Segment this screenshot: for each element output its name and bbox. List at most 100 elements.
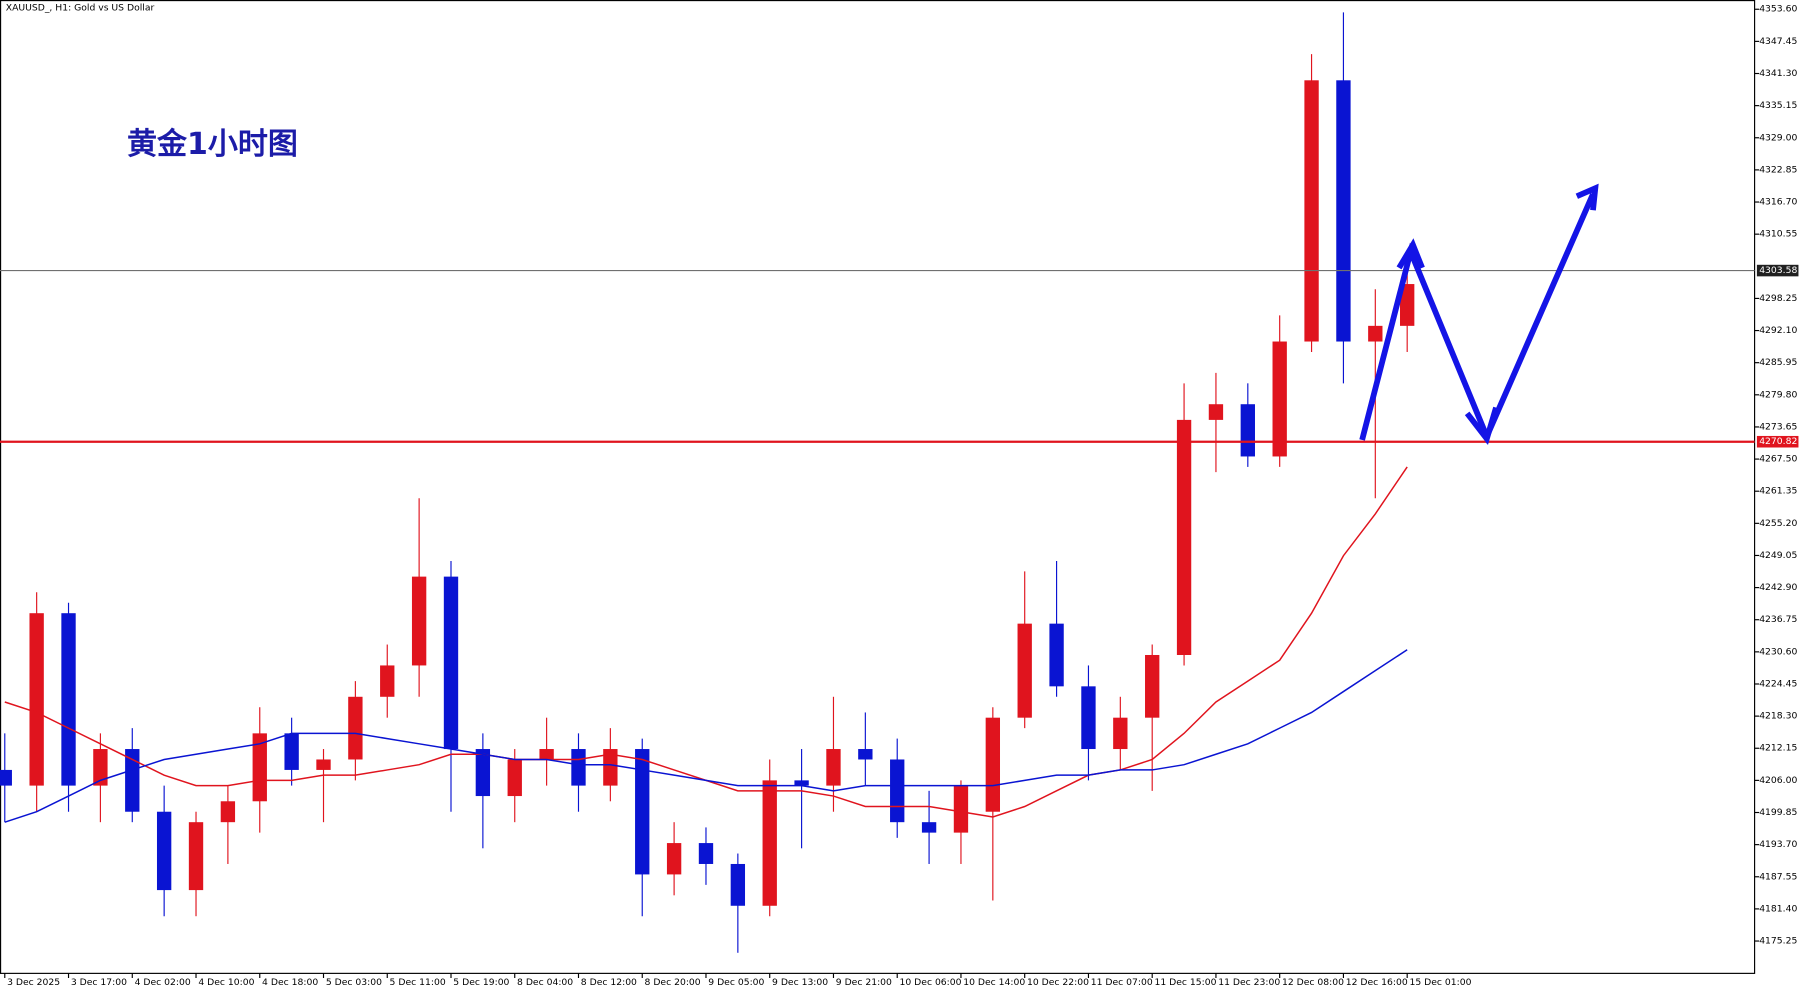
x-tick-label: 8 Dec 12:00 [581, 977, 637, 988]
candle-body [666, 843, 682, 875]
y-tick-label: 4335.15 [1759, 100, 1797, 111]
y-tick-label: 4199.85 [1759, 807, 1797, 818]
y-tick-label: 4212.15 [1759, 743, 1797, 754]
candle-body [539, 749, 554, 760]
candle-body [475, 749, 491, 797]
x-tick-label: 4 Dec 10:00 [198, 977, 254, 988]
candle-body [571, 749, 586, 786]
candle-body [858, 749, 873, 760]
y-tick-label: 4298.25 [1759, 293, 1797, 304]
candle-body [348, 696, 363, 760]
x-tick-label: 3 Dec 17:00 [71, 977, 127, 988]
y-tick-label: 4242.90 [1759, 582, 1797, 593]
plot-layer [0, 12, 1755, 953]
x-tick-label: 9 Dec 05:00 [708, 977, 764, 988]
y-tick-label: 4285.95 [1759, 357, 1797, 368]
y-tick-label: 4273.65 [1759, 421, 1797, 432]
candle-body [1400, 284, 1415, 326]
candle-body [125, 749, 140, 812]
x-tick-label: 11 Dec 23:00 [1218, 977, 1280, 988]
price-tag [1756, 264, 1799, 277]
candle-body [921, 822, 937, 833]
x-tick-label: 10 Dec 22:00 [1027, 977, 1089, 988]
y-tick-label: 4206.00 [1759, 775, 1797, 786]
candle-body [1304, 80, 1319, 342]
candle-body [762, 780, 777, 906]
x-tick-label: 4 Dec 18:00 [262, 977, 318, 988]
y-tick-label: 4224.45 [1759, 678, 1797, 689]
candle-body [1336, 80, 1351, 342]
y-tick-label: 4261.35 [1759, 486, 1797, 497]
y-tick-label: 4353.60 [1759, 4, 1797, 15]
candle-body [316, 759, 331, 770]
candle-body [890, 759, 905, 823]
candle-body [220, 801, 236, 823]
y-tick-label: 4175.25 [1759, 936, 1797, 947]
candle-body [1176, 419, 1192, 655]
candle-body [1049, 623, 1064, 687]
candle-body [284, 733, 299, 770]
y-tick-label: 4310.55 [1759, 229, 1797, 240]
candle-body [252, 733, 267, 802]
y-tick-label: 4341.30 [1759, 68, 1797, 79]
y-tick-label: 4181.40 [1759, 903, 1797, 914]
y-tick-label: 4322.85 [1759, 164, 1797, 175]
candle-body [635, 749, 650, 875]
y-tick-label: 4193.70 [1759, 839, 1797, 850]
x-tick-label: 10 Dec 14:00 [963, 977, 1025, 988]
candle-body [1368, 325, 1383, 342]
x-tick-label: 3 Dec 2025 [7, 977, 60, 988]
y-tick-label: 4279.80 [1759, 389, 1797, 400]
y-tick-label: 4236.75 [1759, 614, 1797, 625]
y-tick-label: 4218.30 [1759, 711, 1797, 722]
x-tick-label: 5 Dec 19:00 [453, 977, 509, 988]
arrow-head [1396, 238, 1425, 270]
x-tick-label: 5 Dec 03:00 [326, 977, 382, 988]
chart-title: XAUUSD_, H1: Gold vs US Dollar [6, 3, 155, 14]
candle-body [188, 822, 204, 891]
y-tick-label: 4347.45 [1759, 36, 1797, 47]
candle-body [1017, 623, 1032, 718]
candle-body [61, 613, 76, 786]
plot-frame [0, 0, 1756, 974]
candle-body [29, 613, 44, 786]
x-tick-label: 11 Dec 15:00 [1155, 977, 1217, 988]
x-tick-label: 5 Dec 11:00 [390, 977, 446, 988]
x-tick-label: 11 Dec 07:00 [1091, 977, 1153, 988]
x-tick-label: 9 Dec 13:00 [772, 977, 828, 988]
annotation: 黄金1小时图 [127, 127, 298, 162]
candle-body [985, 717, 1001, 812]
y-tick-label: 4249.05 [1759, 550, 1797, 561]
price-tag-label: 4303.58 [1759, 265, 1797, 276]
candle-body [730, 863, 746, 906]
y-tick-label: 4292.10 [1759, 325, 1797, 336]
candle-body [603, 749, 618, 786]
candle-body [1145, 654, 1160, 718]
candle-body [1113, 717, 1128, 750]
candle-body [698, 843, 714, 864]
candle-body [380, 665, 395, 697]
x-tick-label: 12 Dec 16:00 [1346, 977, 1408, 988]
candle-body [953, 785, 969, 833]
x-tick-label: 8 Dec 04:00 [517, 977, 573, 988]
candle-body [93, 749, 108, 786]
candle-body [1081, 686, 1096, 750]
candle-body [1240, 404, 1255, 457]
candle-body [1272, 341, 1287, 457]
y-tick-label: 4187.55 [1759, 871, 1797, 882]
arrow-head [1464, 406, 1499, 445]
y-tick-label: 4267.50 [1759, 454, 1797, 465]
forecast-arrow [1359, 192, 1596, 444]
candle-body [507, 759, 522, 797]
x-tick-label: 12 Dec 08:00 [1282, 977, 1344, 988]
y-tick-label: 4329.00 [1759, 132, 1797, 143]
x-tick-label: 9 Dec 21:00 [836, 977, 892, 988]
moving-average [4, 649, 1408, 823]
candle-body [0, 769, 12, 786]
candle-body [411, 576, 427, 666]
y-tick-label: 4255.20 [1759, 518, 1797, 529]
price-tag-label: 4270.82 [1759, 436, 1797, 447]
y-tick-label: 4230.60 [1759, 646, 1797, 657]
arrow-head [1575, 183, 1599, 211]
